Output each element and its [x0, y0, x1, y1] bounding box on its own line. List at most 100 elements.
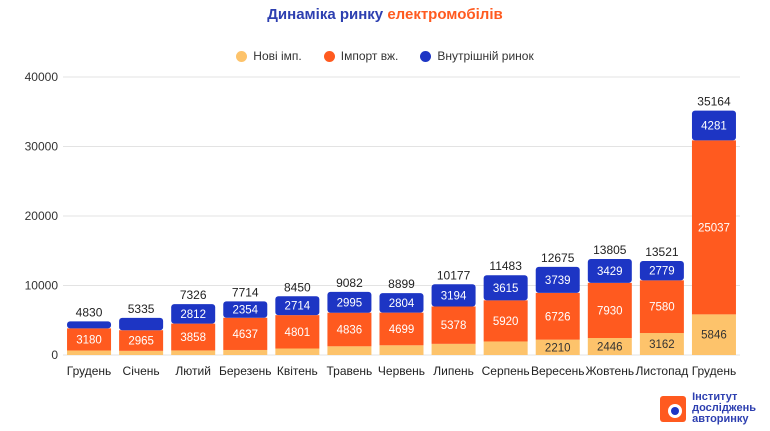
bar-segment	[67, 321, 112, 329]
y-tick-label: 0	[51, 348, 58, 362]
logo-icon	[660, 395, 687, 422]
data-label: 3194	[441, 290, 467, 302]
logo-line2: досліджень	[692, 402, 756, 414]
bar-segment	[223, 349, 268, 355]
legend-label: Нові імп.	[253, 49, 302, 63]
bar-segment	[67, 350, 112, 355]
data-label: 2354	[232, 305, 258, 317]
data-label: 25037	[698, 222, 730, 234]
legend-label: Імпорт вж.	[340, 49, 399, 63]
x-tick-label: Березень	[219, 364, 272, 378]
y-tick-label: 20000	[25, 209, 59, 223]
bar-segment	[119, 317, 164, 331]
x-tick-label: Грудень	[67, 364, 112, 378]
data-label: 6726	[545, 311, 571, 323]
total-label: 8899	[388, 277, 415, 291]
bar-segment	[587, 282, 632, 339]
legend: Нові імп. Імпорт вж. Внутрішній ринок	[0, 49, 770, 63]
chart-title: Динаміка ринку електромобілів	[0, 6, 770, 23]
bar-segment	[691, 110, 736, 141]
bar-segment	[535, 339, 580, 355]
bar-segment	[587, 259, 632, 283]
legend-swatch	[420, 50, 432, 62]
y-tick-label: 40000	[25, 70, 59, 84]
bar-segment	[223, 301, 268, 318]
legend-label: Внутрішній ринок	[437, 49, 534, 63]
bar-segment	[691, 314, 736, 355]
data-label: 2804	[389, 298, 415, 310]
data-label: 3180	[76, 334, 102, 346]
bar-segment	[535, 292, 580, 340]
y-tick-label: 10000	[25, 279, 59, 293]
bar-segment	[639, 261, 684, 281]
bar-segment	[431, 284, 476, 307]
bar-segment	[171, 304, 216, 324]
bar-segment	[639, 333, 684, 355]
bar-segment	[691, 140, 736, 315]
data-label: 4699	[389, 324, 415, 336]
bar-segment	[119, 330, 164, 351]
legend-swatch	[323, 50, 335, 62]
x-tick-label: Листопад	[635, 364, 688, 378]
bar-segment	[379, 293, 424, 313]
bar-segment	[275, 315, 320, 349]
bar-segment	[483, 341, 528, 355]
bar-segment	[483, 300, 528, 342]
data-label: 2995	[337, 297, 363, 309]
data-label: 4637	[232, 329, 258, 341]
bar-segment	[171, 350, 216, 355]
data-label: 2779	[649, 266, 675, 278]
x-tick-label: Липень	[433, 364, 474, 378]
x-tick-label: Травень	[327, 364, 373, 378]
logo-line3: авторинку	[692, 413, 749, 425]
total-label: 12675	[541, 251, 575, 265]
data-label: 3739	[545, 275, 571, 287]
data-label: 2714	[285, 301, 311, 313]
x-tick-label: Серпень	[482, 364, 530, 378]
x-tick-label: Лютий	[175, 364, 211, 378]
x-tick-label: Червень	[378, 364, 425, 378]
bar-segment	[431, 343, 476, 355]
data-label: 5378	[441, 320, 467, 332]
data-label: 3858	[180, 332, 206, 344]
bar-segment	[535, 266, 580, 293]
total-label: 13805	[593, 243, 627, 257]
data-label: 2812	[180, 309, 206, 321]
legend-item: Внутрішній ринок	[420, 49, 534, 63]
x-tick-label: Грудень	[692, 364, 737, 378]
legend-swatch	[236, 50, 248, 62]
total-label: 35164	[697, 95, 731, 109]
bar-segment	[275, 296, 320, 316]
bar-segment	[379, 345, 424, 355]
total-label: 5335	[128, 302, 155, 316]
data-label: 2210	[545, 342, 571, 354]
bar-segment	[67, 328, 112, 351]
total-label: 11483	[489, 259, 522, 273]
bar-segment	[327, 291, 372, 313]
bar-segment	[431, 306, 476, 344]
bar-segment	[483, 275, 528, 301]
legend-item: Імпорт вж.	[323, 49, 399, 63]
title-accent-text: електромобілів	[387, 6, 503, 23]
bar-segment	[379, 312, 424, 346]
total-label: 13521	[645, 245, 679, 259]
data-label: 7930	[597, 305, 623, 317]
data-label: 3429	[597, 266, 623, 278]
data-label: 5920	[493, 316, 519, 328]
x-tick-label: Жовтень	[585, 364, 634, 378]
total-label: 4830	[76, 305, 103, 319]
bar-segment	[275, 348, 320, 355]
x-tick-label: Вересень	[531, 364, 585, 378]
logo-line1: Інститут	[692, 391, 738, 403]
total-label: 8450	[284, 280, 311, 294]
title-text: Динаміка ринку	[267, 6, 388, 23]
data-label: 3615	[493, 283, 519, 295]
bar-segment	[587, 338, 632, 355]
bar-segment	[223, 317, 268, 350]
total-label: 10177	[437, 268, 471, 282]
bar-segment	[171, 323, 216, 351]
data-label: 2965	[128, 336, 154, 348]
total-label: 7714	[232, 285, 259, 299]
data-label: 5846	[701, 330, 727, 342]
